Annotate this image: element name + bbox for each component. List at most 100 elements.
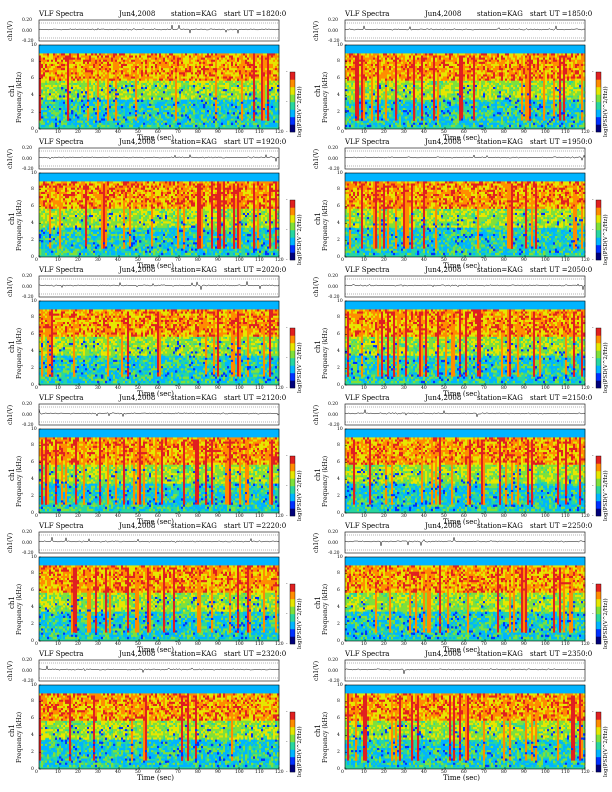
time-tick-label: 40 xyxy=(115,770,121,775)
spectrogram-panel: VLF Spectra Jun4,2008 station=KAG start UT … xyxy=(6,522,303,654)
waveform-trace xyxy=(344,668,586,674)
trace-tick-label: 0.00 xyxy=(328,29,338,34)
frequency-tick-label: 0 xyxy=(31,767,34,772)
frequency-tick-label: 0 xyxy=(337,767,340,772)
frequency-tick-label: 0 xyxy=(31,383,34,388)
frequency-tick-label: 8 xyxy=(337,443,340,448)
time-tick-label: 110 xyxy=(255,642,264,647)
trace-frame xyxy=(38,531,280,554)
station-label: station=KAG xyxy=(171,266,217,275)
frequency-tick-label: 8 xyxy=(337,187,340,192)
time-tick-label: 0 xyxy=(35,642,38,647)
time-tick-label: 80 xyxy=(195,770,201,775)
trace-tick-label: 0.00 xyxy=(22,29,32,34)
frequency-tick-label: 4 xyxy=(31,349,34,354)
time-tick-label: 70 xyxy=(481,642,487,647)
chart-date: Jun4,2008 xyxy=(425,10,461,19)
time-tick-label: 20 xyxy=(381,130,387,135)
time-tick-label: 100 xyxy=(235,386,244,391)
trace-tick-label: -0.20 xyxy=(328,167,340,172)
time-tick-label: 120 xyxy=(581,258,590,263)
colorbar-tick-label: - xyxy=(592,710,594,715)
trace-tick-label: -0.20 xyxy=(22,679,34,684)
time-tick-label: 20 xyxy=(381,386,387,391)
frequency-tick-label: 0 xyxy=(31,255,34,260)
panel-graphics xyxy=(38,275,296,389)
time-axis-label: Time (sec) xyxy=(443,134,480,142)
chart-date: Jun4,2008 xyxy=(119,394,155,403)
colorbar xyxy=(595,327,602,389)
colorbar xyxy=(595,711,602,773)
trace-tick-label: 0.00 xyxy=(328,285,338,290)
colorbar-tick-label: - xyxy=(286,100,288,105)
trace-tick-label: 0.20 xyxy=(328,146,338,151)
trace-tick-label: 0.00 xyxy=(22,285,32,290)
trace-tick-label: 0.20 xyxy=(328,658,338,663)
colorbar-tick-label: - xyxy=(286,70,288,75)
colorbar-label: log(PSD(V^2/Hz)) xyxy=(603,726,609,777)
panel-header: VLF Spectra Jun4,2008 station=KAG start UT … xyxy=(345,10,592,19)
frequency-tick-label: 10 xyxy=(31,171,37,176)
frequency-tick-label: 10 xyxy=(31,683,37,688)
time-tick-label: 30 xyxy=(95,386,101,391)
time-tick-label: 80 xyxy=(501,258,507,263)
frequency-tick-label: 4 xyxy=(337,349,340,354)
time-tick-label: 10 xyxy=(361,770,367,775)
colorbar xyxy=(289,199,296,261)
frequency-tick-label: 6 xyxy=(31,460,34,465)
time-tick-label: 70 xyxy=(481,258,487,263)
frequency-tick-label: 6 xyxy=(337,76,340,81)
trace-tick-label: 0.00 xyxy=(328,669,338,674)
time-tick-label: 20 xyxy=(75,770,81,775)
time-tick-label: 110 xyxy=(255,258,264,263)
time-tick-label: 100 xyxy=(541,130,550,135)
frequency-tick-label: 4 xyxy=(337,93,340,98)
time-tick-label: 80 xyxy=(501,642,507,647)
panel-graphics xyxy=(344,275,602,389)
frequency-tick-label: 4 xyxy=(31,221,34,226)
time-tick-label: 60 xyxy=(461,514,467,519)
time-tick-label: 30 xyxy=(401,130,407,135)
colorbar-label: log(PSD(V^2/Hz)) xyxy=(603,470,609,521)
trace-tick-label: 0.00 xyxy=(22,157,32,162)
colorbar xyxy=(595,583,602,645)
colorbar-tick-label: - xyxy=(286,642,288,647)
trace-frame xyxy=(38,659,280,682)
time-tick-label: 120 xyxy=(275,386,284,391)
trace-tick-label: 0.20 xyxy=(22,274,32,279)
time-tick-label: 40 xyxy=(115,514,121,519)
colorbar-tick-label: - xyxy=(592,514,594,519)
panel-graphics xyxy=(344,19,602,133)
chart-date: Jun4,2008 xyxy=(425,138,461,147)
chart-title: VLF Spectra xyxy=(345,394,389,403)
time-tick-label: 90 xyxy=(521,642,527,647)
frequency-tick-label: 10 xyxy=(31,43,37,48)
frequency-tick-label: 0 xyxy=(31,639,34,644)
waveform-trace xyxy=(38,664,280,674)
frequency-tick-label: 10 xyxy=(337,683,343,688)
start-time-label: start UT =1850:0 xyxy=(530,10,592,19)
spectrogram-image xyxy=(345,173,586,257)
time-tick-label: 30 xyxy=(401,514,407,519)
time-tick-label: 40 xyxy=(421,130,427,135)
colorbar-label: log(PSD(V^2/Hz)) xyxy=(297,598,303,649)
time-tick-label: 70 xyxy=(175,386,181,391)
chart-title: VLF Spectra xyxy=(345,522,389,531)
spectrogram-image xyxy=(345,685,586,769)
time-tick-label: 30 xyxy=(401,642,407,647)
frequency-tick-label: 0 xyxy=(31,127,34,132)
time-tick-label: 60 xyxy=(461,642,467,647)
panel-header: VLF Spectra Jun4,2008 station=KAG start UT … xyxy=(345,394,592,403)
frequency-tick-label: 2 xyxy=(337,238,340,243)
spectrogram-image xyxy=(39,429,280,513)
chart-title: VLF Spectra xyxy=(39,10,83,19)
time-tick-label: 110 xyxy=(561,770,570,775)
time-tick-label: 0 xyxy=(341,130,344,135)
start-time-label: start UT =2020:0 xyxy=(224,266,286,275)
time-tick-label: 110 xyxy=(255,386,264,391)
frequency-tick-label: 10 xyxy=(337,299,343,304)
chart-date: Jun4,2008 xyxy=(425,522,461,531)
time-tick-label: 10 xyxy=(55,514,61,519)
spectrogram-image xyxy=(39,301,280,385)
frequency-tick-label: 2 xyxy=(31,622,34,627)
